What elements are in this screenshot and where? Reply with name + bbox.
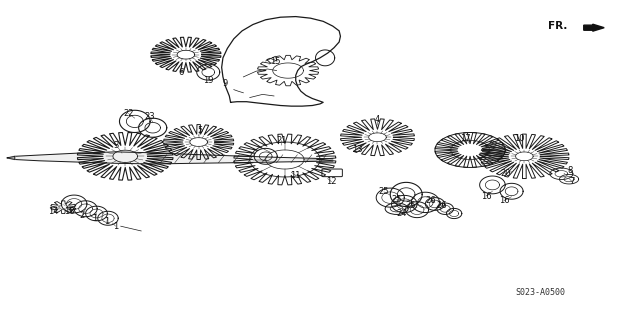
Text: 25: 25	[392, 195, 404, 204]
Text: 13: 13	[352, 145, 364, 154]
Text: 25: 25	[405, 201, 417, 210]
Text: 3: 3	[113, 141, 122, 153]
Text: 16: 16	[499, 196, 511, 205]
Text: 6: 6	[178, 66, 186, 77]
Text: 1: 1	[104, 217, 109, 226]
Text: 10: 10	[514, 134, 525, 143]
Text: 4: 4	[375, 115, 380, 125]
Text: S023-A0500: S023-A0500	[515, 288, 565, 297]
Text: FR.: FR.	[548, 21, 568, 31]
Polygon shape	[15, 152, 333, 164]
Text: 12: 12	[326, 177, 337, 186]
Text: 14: 14	[48, 207, 65, 216]
Text: 7: 7	[569, 177, 575, 186]
Text: 1: 1	[113, 222, 118, 231]
Text: 19: 19	[203, 76, 214, 85]
Text: 5: 5	[197, 126, 203, 136]
Text: 21: 21	[276, 136, 287, 145]
Text: 8: 8	[564, 166, 573, 175]
Text: 26: 26	[425, 196, 436, 205]
Text: 15: 15	[269, 56, 280, 65]
Text: 18: 18	[65, 204, 75, 216]
Text: 11: 11	[291, 171, 301, 180]
Text: 20: 20	[500, 169, 511, 178]
Text: 24: 24	[397, 209, 407, 218]
Text: 26: 26	[436, 201, 447, 210]
Text: 23: 23	[144, 112, 155, 122]
FancyArrow shape	[584, 24, 604, 31]
Text: 2: 2	[80, 209, 86, 219]
Text: 1: 1	[93, 213, 98, 223]
Text: 9: 9	[223, 79, 228, 88]
Text: 16: 16	[481, 191, 492, 201]
Text: 22: 22	[123, 109, 135, 118]
Text: 17: 17	[460, 134, 471, 144]
Text: 25: 25	[379, 187, 390, 197]
Polygon shape	[7, 156, 15, 160]
